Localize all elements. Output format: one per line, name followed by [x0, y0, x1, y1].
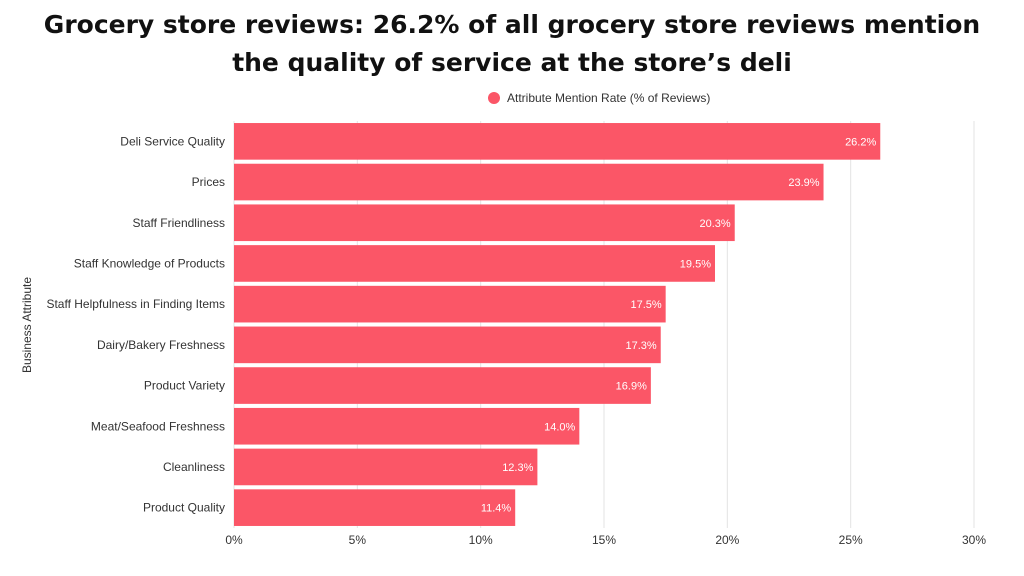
x-tick-label: 25% [839, 533, 863, 547]
bar [234, 489, 516, 526]
bar-value-label: 20.3% [700, 218, 731, 230]
bar-value-label: 26.2% [845, 136, 876, 148]
bar-value-label: 14.0% [544, 421, 575, 433]
legend: Attribute Mention Rate (% of Reviews) [488, 91, 710, 105]
y-tick-label: Dairy/Bakery Freshness [97, 338, 225, 352]
y-tick-label: Staff Knowledge of Products [74, 256, 225, 270]
bar-value-label: 19.5% [680, 258, 711, 270]
bar [234, 204, 735, 242]
chart-title-line-1: Grocery store reviews: 26.2% of all groc… [43, 10, 981, 39]
bar [234, 367, 651, 404]
bar-value-label: 23.9% [788, 177, 819, 189]
bar [234, 448, 538, 486]
x-tick-label: 10% [469, 533, 493, 547]
y-tick-label: Cleanliness [163, 460, 225, 474]
y-tick-label: Deli Service Quality [120, 134, 225, 148]
bar [234, 407, 580, 445]
y-tick-label: Staff Friendliness [133, 216, 226, 230]
y-tick-label: Prices [192, 175, 225, 189]
y-tick-label: Staff Helpfulness in Finding Items [46, 297, 225, 311]
y-tick-label: Meat/Seafood Freshness [91, 419, 225, 433]
chart-title-line-2: the quality of service at the store’s de… [232, 48, 792, 77]
bar [234, 163, 824, 201]
legend-label: Attribute Mention Rate (% of Reviews) [507, 91, 711, 105]
y-tick-label: Product Variety [144, 379, 225, 393]
x-tick-label: 30% [962, 533, 986, 547]
bar-value-label: 11.4% [481, 503, 512, 515]
bar-value-label: 12.3% [502, 462, 533, 474]
x-tick-label: 0% [225, 533, 243, 547]
legend-swatch [488, 92, 500, 104]
bar-value-label: 17.3% [626, 340, 657, 352]
x-tick-label: 20% [715, 533, 739, 547]
y-tick-label: Product Quality [143, 501, 225, 515]
bar [234, 245, 715, 282]
bar [234, 326, 661, 364]
bar [234, 285, 666, 323]
bar-value-label: 17.5% [630, 299, 661, 311]
x-tick-label: 5% [349, 533, 367, 547]
bar [234, 123, 881, 160]
bar-value-label: 16.9% [616, 381, 647, 393]
chart-title: Grocery store reviews: 26.2% of all groc… [0, 6, 1024, 82]
x-tick-label: 15% [592, 533, 616, 547]
